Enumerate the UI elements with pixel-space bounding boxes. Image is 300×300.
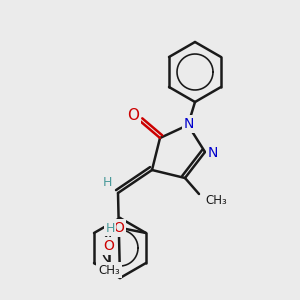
Text: O: O (113, 221, 124, 235)
Text: CH₃: CH₃ (205, 194, 227, 208)
Text: N: N (184, 117, 194, 131)
Text: H: H (105, 221, 115, 235)
Text: H: H (102, 176, 112, 188)
Text: O: O (127, 109, 139, 124)
Text: O: O (103, 239, 114, 253)
Text: N: N (208, 146, 218, 160)
Text: CH₃: CH₃ (98, 263, 120, 277)
